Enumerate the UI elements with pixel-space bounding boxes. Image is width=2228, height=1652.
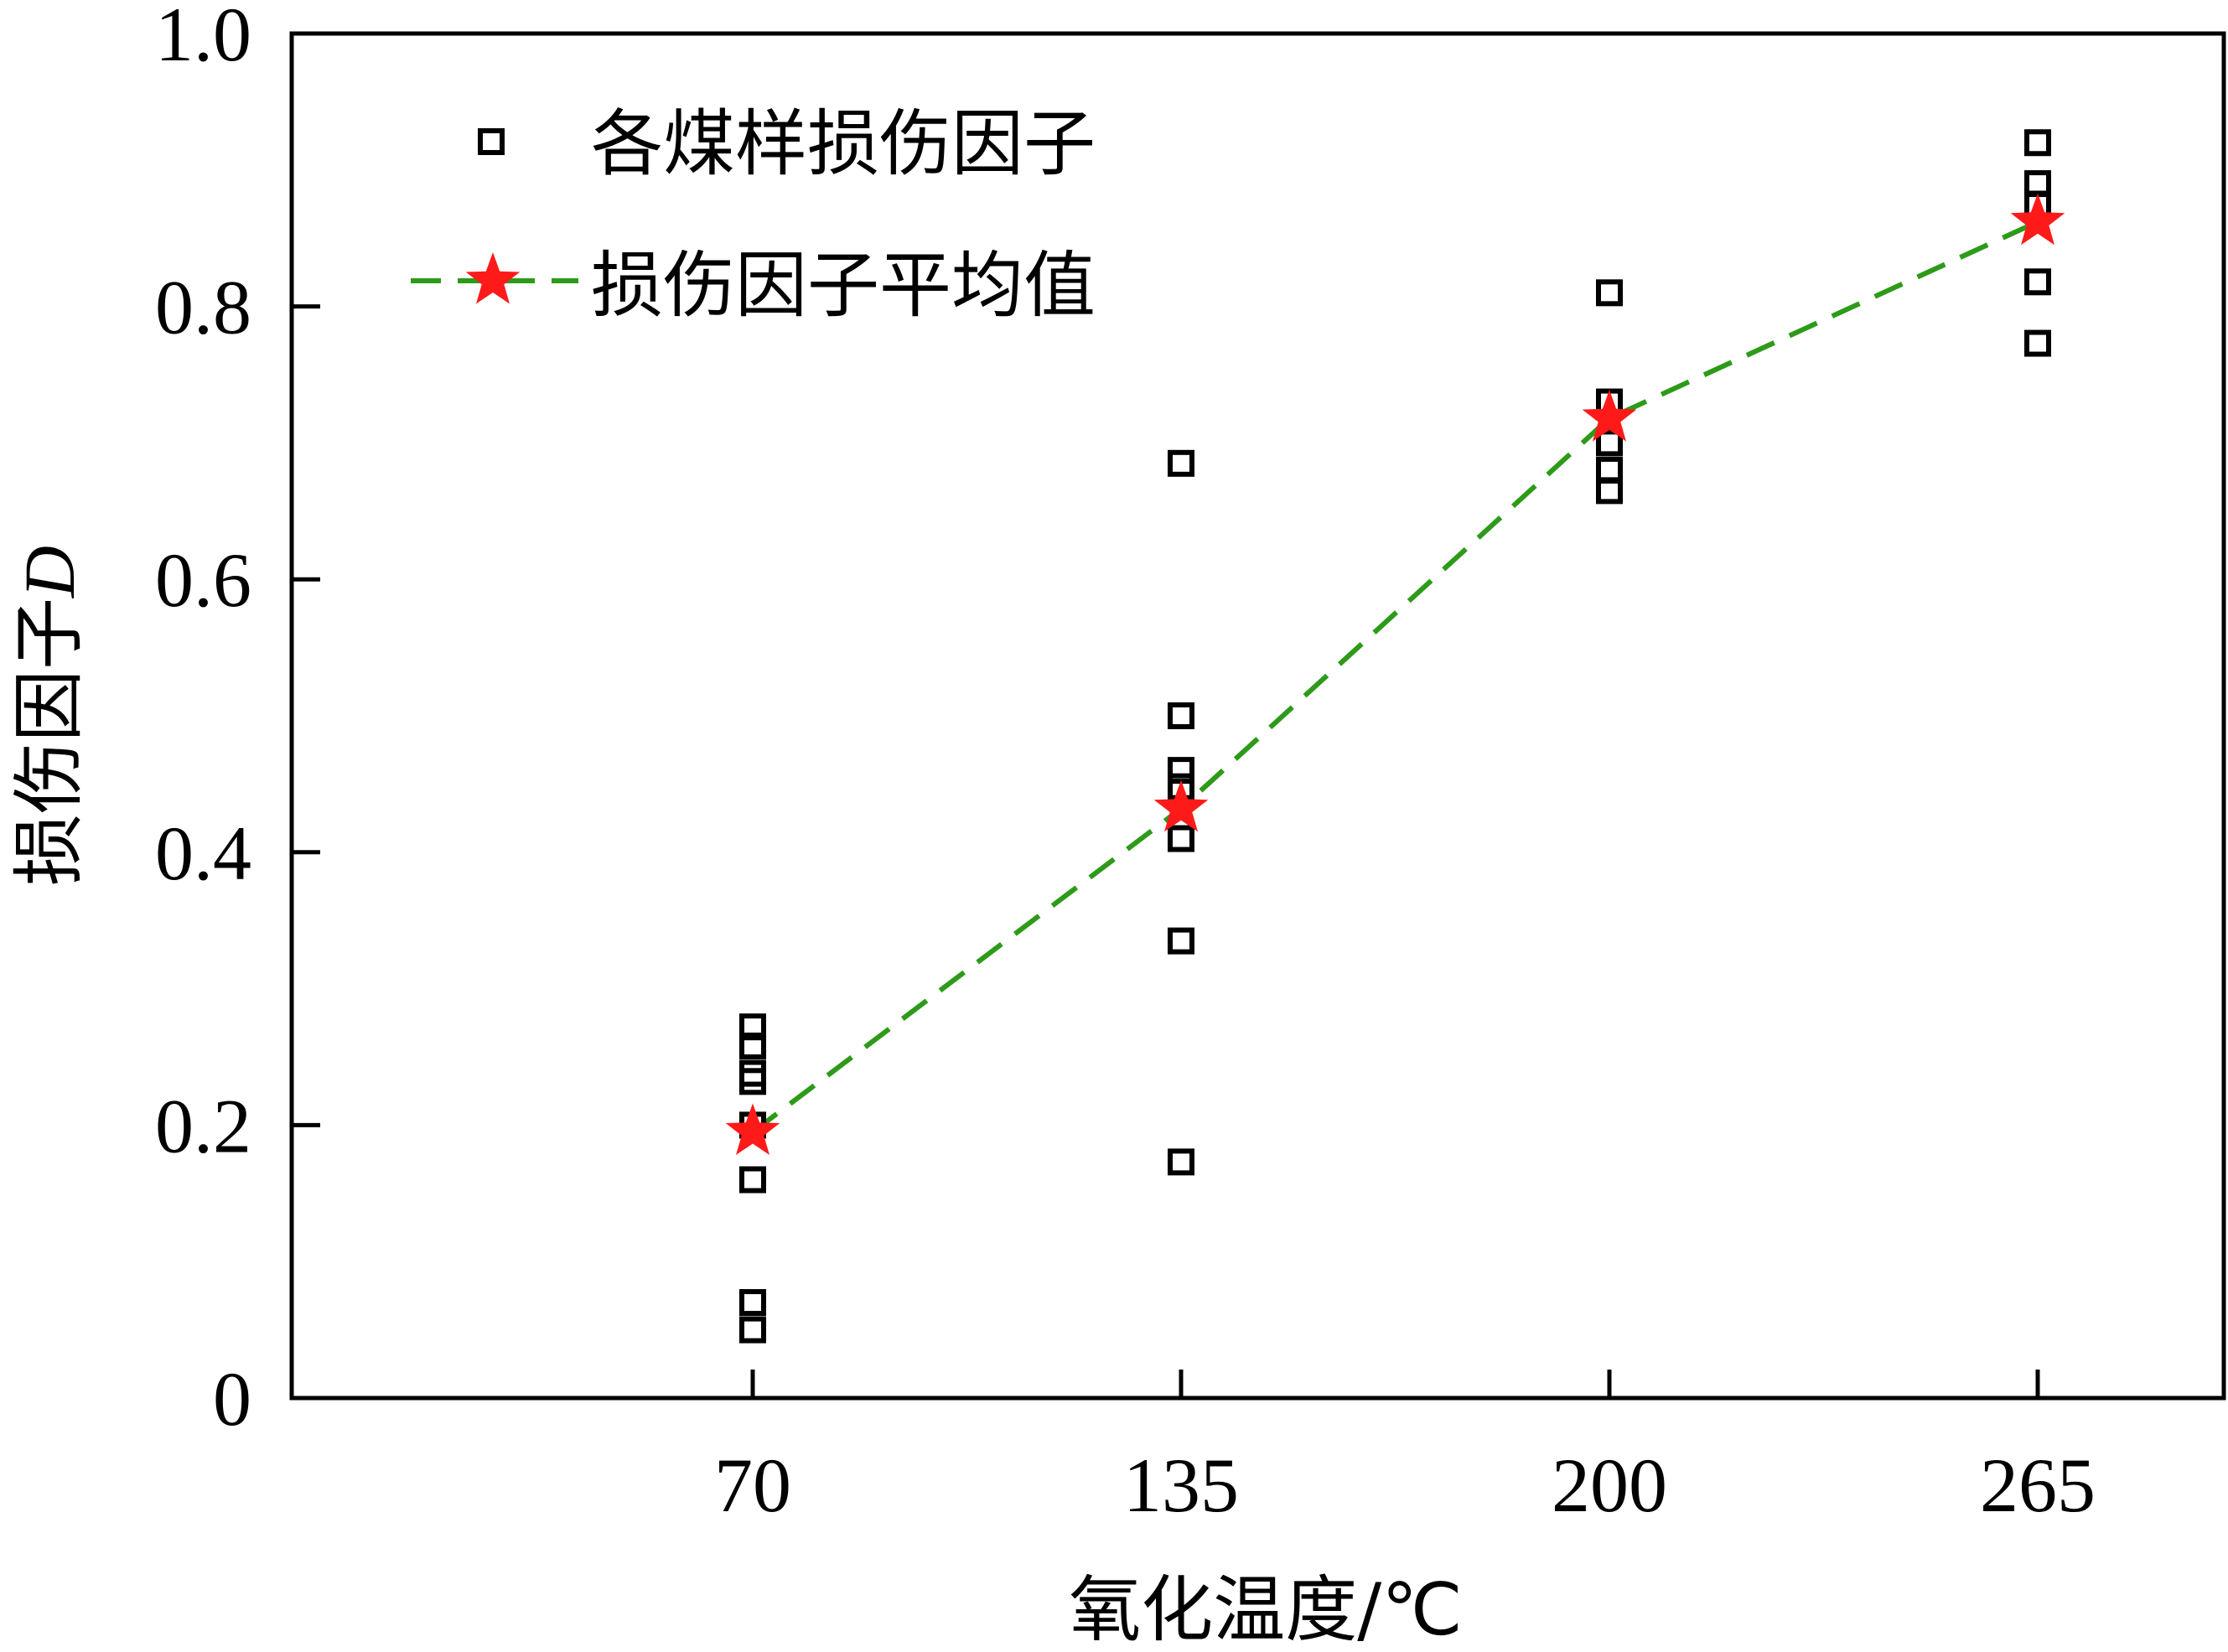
x-tick-label: 265 — [1980, 1442, 2096, 1528]
plot-frame — [289, 31, 2226, 1401]
y-tick-label: 0.8 — [155, 265, 251, 350]
sample-point — [739, 1013, 766, 1041]
x-tick-label: 135 — [1123, 1442, 1239, 1528]
sample-point — [1168, 702, 1194, 729]
sample-point — [1596, 279, 1623, 307]
legend-label-mean: 损伤因子平均值 — [591, 244, 1096, 328]
sample-point — [739, 1059, 766, 1087]
sample-point — [2024, 329, 2051, 357]
sample-point — [1168, 1148, 1194, 1176]
mean-line — [751, 219, 2039, 1134]
x-axis-title: 氧化温度/℃ — [1069, 1568, 1463, 1652]
sample-point — [2024, 268, 2051, 296]
sample-point — [1596, 477, 1623, 505]
mean-point — [725, 1103, 780, 1155]
mean-point — [1582, 390, 1637, 442]
mean-point — [1153, 779, 1209, 832]
sample-point — [739, 1289, 766, 1317]
sample-point — [739, 1316, 766, 1344]
legend-square-marker — [478, 128, 505, 155]
x-axis: 70 135 200 265 — [714, 1370, 2096, 1528]
y-axis-title-text: 损伤因子 — [8, 598, 91, 886]
legend-label-samples: 各煤样损伤因子 — [591, 102, 1096, 186]
sample-point — [739, 1032, 766, 1059]
legend: 各煤样损伤因子 损伤因子平均值 — [411, 102, 1096, 328]
x-tick-label: 70 — [714, 1442, 791, 1528]
y-axis-title-symbol: D — [9, 546, 90, 598]
mean-line-layer — [751, 219, 2039, 1134]
y-axis: 0 0.2 0.4 0.6 0.8 1.0 — [155, 0, 320, 1442]
star-layer — [725, 193, 2065, 1155]
y-tick-label: 0.6 — [155, 537, 251, 623]
y-tick-label: 0 — [213, 1356, 251, 1442]
x-tick-label: 200 — [1552, 1442, 1667, 1528]
legend-star-marker — [465, 252, 521, 304]
y-tick-label: 1.0 — [155, 0, 251, 77]
sample-point — [739, 1166, 766, 1194]
sample-point — [1168, 825, 1194, 852]
mean-point — [2010, 193, 2065, 246]
sample-point — [2024, 129, 2051, 157]
y-tick-label: 0.2 — [155, 1083, 251, 1168]
sample-point — [1168, 927, 1194, 955]
sample-point — [1168, 449, 1194, 477]
sample-point — [1596, 429, 1623, 457]
sample-point — [739, 1068, 766, 1095]
y-tick-label: 0.4 — [155, 810, 251, 896]
y-axis-title: 损伤因子D — [8, 546, 91, 886]
